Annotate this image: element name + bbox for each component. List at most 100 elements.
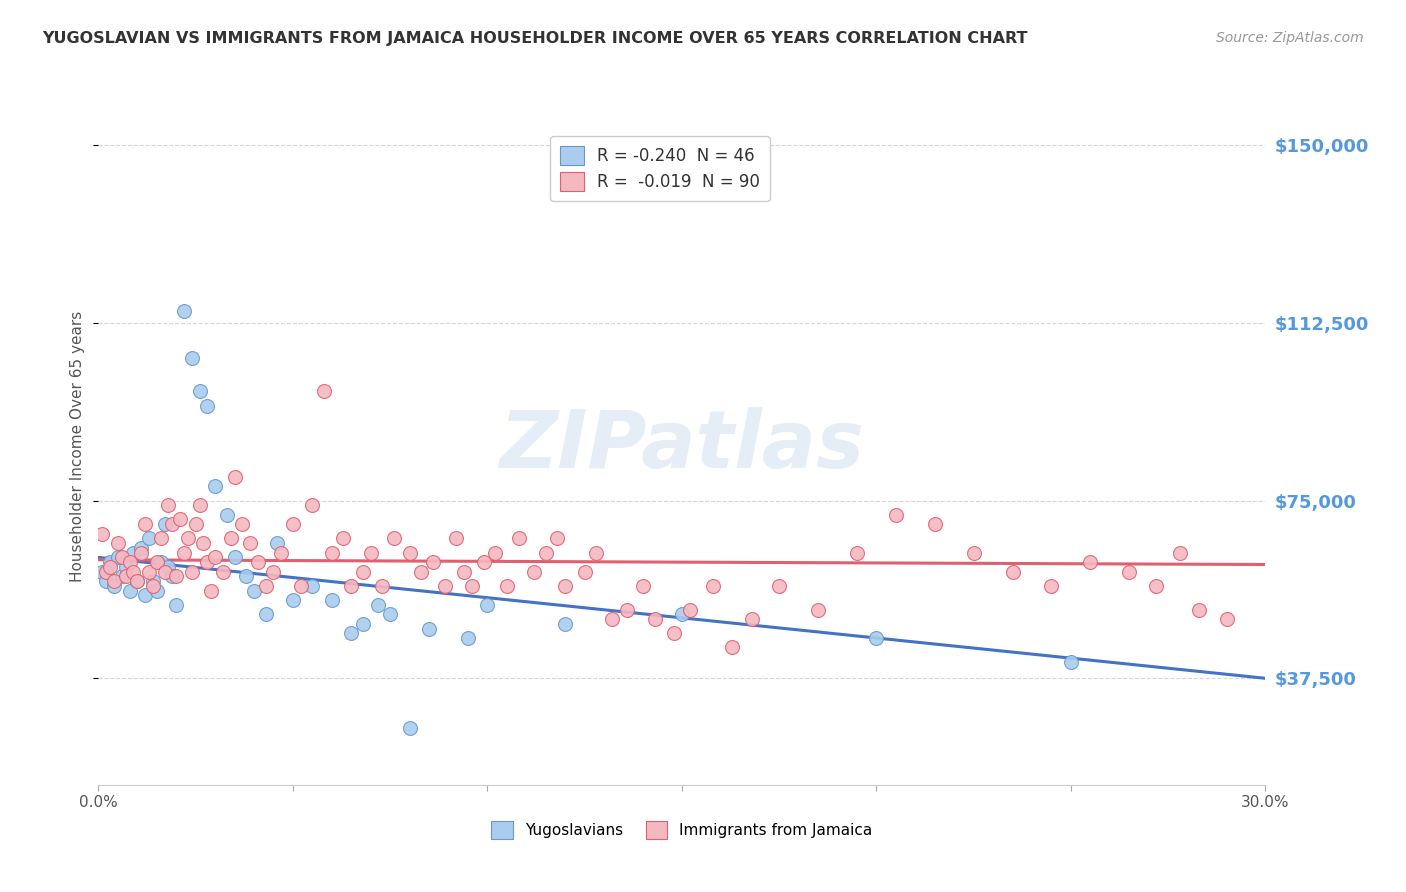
Point (807, 602, 830, 616)
Point (352, 616, 374, 631)
Point (461, 579, 484, 593)
Point (142, 574, 165, 588)
Point (134, 588, 156, 602)
Point (111, 569, 134, 583)
Point (204, 550, 226, 565)
Point (484, 546, 506, 560)
Point (1001, 565, 1024, 579)
Point (114, 569, 136, 583)
Point (200, 583, 222, 598)
Point (118, 555, 141, 569)
Point (554, 616, 576, 631)
Point (195, 555, 218, 569)
Point (184, 517, 207, 532)
Point (129, 546, 152, 560)
Point (433, 579, 456, 593)
Point (1188, 602, 1211, 616)
Point (146, 555, 169, 569)
Point (193, 536, 215, 550)
Point (616, 602, 638, 616)
Point (496, 579, 519, 593)
Point (741, 612, 763, 626)
Point (398, 546, 420, 560)
Point (122, 565, 145, 579)
Point (111, 550, 134, 565)
Point (312, 384, 335, 399)
Point (157, 560, 180, 574)
Point (149, 532, 172, 546)
Point (165, 569, 187, 583)
Point (246, 555, 269, 569)
Point (321, 546, 343, 560)
Point (162, 517, 184, 532)
Point (180, 351, 202, 366)
Point (129, 541, 152, 555)
Point (301, 498, 323, 512)
Point (103, 579, 125, 593)
Point (224, 470, 246, 484)
Point (1215, 612, 1237, 626)
Point (127, 574, 149, 588)
Point (472, 555, 495, 569)
Point (924, 517, 946, 532)
Point (173, 546, 195, 560)
Point (103, 574, 125, 588)
Point (138, 532, 160, 546)
Point (165, 598, 187, 612)
Point (1146, 579, 1168, 593)
Point (340, 626, 363, 640)
Point (600, 612, 623, 626)
Point (321, 593, 343, 607)
Point (231, 517, 253, 532)
Point (453, 565, 475, 579)
Point (585, 546, 607, 560)
Point (107, 550, 129, 565)
Point (1118, 565, 1140, 579)
Point (270, 546, 292, 560)
Point (98, 560, 121, 574)
Point (702, 579, 724, 593)
Point (215, 508, 238, 522)
Point (301, 579, 323, 593)
Point (122, 546, 145, 560)
Point (554, 579, 576, 593)
Point (107, 536, 129, 550)
Text: YUGOSLAVIAN VS IMMIGRANTS FROM JAMAICA HOUSEHOLDER INCOME OVER 65 YEARS CORRELAT: YUGOSLAVIAN VS IMMIGRANTS FROM JAMAICA H… (42, 31, 1028, 46)
Point (360, 546, 382, 560)
Point (91, 565, 114, 579)
Point (1040, 579, 1063, 593)
Point (352, 565, 374, 579)
Point (142, 579, 165, 593)
Point (153, 517, 176, 532)
Point (188, 498, 211, 512)
Point (224, 550, 246, 565)
Point (1168, 546, 1191, 560)
Point (153, 565, 176, 579)
Point (162, 569, 184, 583)
Point (422, 555, 444, 569)
Point (212, 565, 235, 579)
Point (382, 532, 405, 546)
Point (188, 384, 211, 399)
Point (262, 565, 284, 579)
Point (1060, 655, 1083, 669)
Point (574, 565, 596, 579)
Point (340, 579, 363, 593)
Point (91, 526, 114, 541)
Point (332, 532, 354, 546)
Point (281, 593, 304, 607)
Point (721, 640, 744, 655)
Point (380, 607, 402, 622)
Point (118, 583, 141, 598)
Point (631, 579, 654, 593)
Point (457, 631, 479, 645)
Legend: Yugoslavians, Immigrants from Jamaica: Yugoslavians, Immigrants from Jamaica (485, 815, 879, 845)
Point (371, 579, 394, 593)
Point (204, 479, 226, 493)
Point (96, 574, 118, 588)
Point (477, 598, 499, 612)
Point (134, 517, 156, 532)
Point (644, 612, 666, 626)
Text: Source: ZipAtlas.com: Source: ZipAtlas.com (1216, 31, 1364, 45)
Point (254, 579, 277, 593)
